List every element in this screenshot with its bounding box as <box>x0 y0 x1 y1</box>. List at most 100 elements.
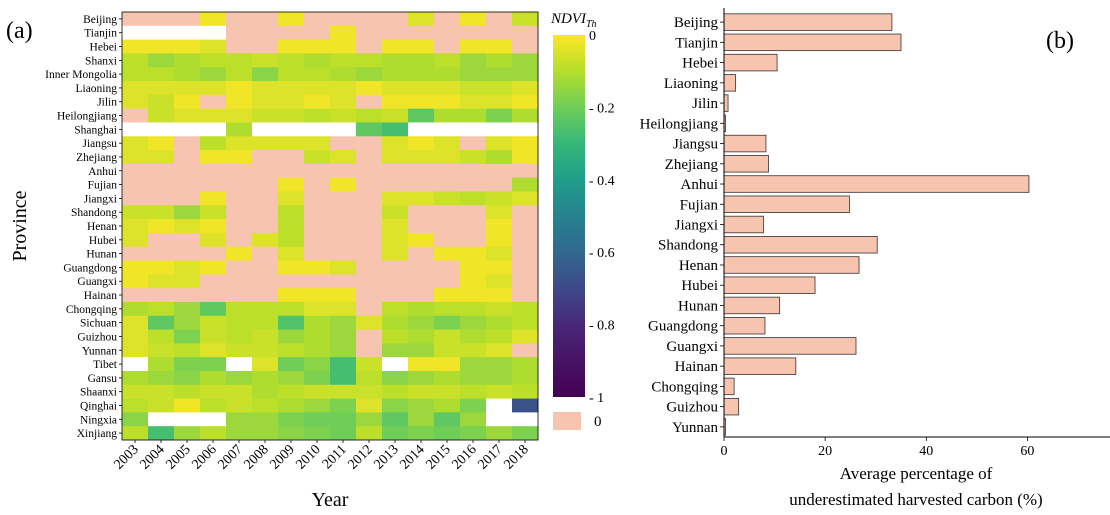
heatmap-y-tick-label: Guangdong <box>63 262 117 274</box>
heatmap-cell <box>486 274 513 289</box>
heatmap-cell <box>226 329 253 344</box>
panel-a-label: (a) <box>6 18 33 44</box>
heatmap-cell <box>148 260 175 275</box>
heatmap-cell <box>278 94 305 109</box>
heatmap-cell <box>356 232 383 248</box>
heatmap-cell <box>330 150 357 165</box>
heatmap-cell <box>148 53 175 68</box>
heatmap-cell <box>512 163 539 178</box>
heatmap-cell <box>434 370 461 386</box>
heatmap-cell <box>356 122 383 137</box>
heatmap-x-tick-label: 2010 <box>293 442 323 472</box>
heatmap-cell <box>382 53 409 68</box>
heatmap-cell <box>408 163 435 178</box>
heatmap-cell <box>174 150 201 165</box>
heatmap-y-tick-label: Anhui <box>88 166 117 178</box>
heatmap-x-tick-label: 2016 <box>449 442 479 472</box>
heatmap-cell <box>122 274 149 289</box>
heatmap-cell <box>252 136 279 151</box>
heatmap-cell <box>434 260 461 275</box>
bar <box>723 316 766 335</box>
heatmap-cell <box>356 370 383 386</box>
heatmap-cell <box>304 177 331 192</box>
heatmap-cell <box>122 108 149 123</box>
heatmap-cell <box>200 94 227 109</box>
heatmap-cell <box>252 94 279 109</box>
bar <box>723 33 902 52</box>
heatmap-cell <box>434 357 461 372</box>
heatmap-cell <box>330 53 357 68</box>
heatmap-cell <box>122 301 149 317</box>
heatmap-cell <box>226 81 253 96</box>
heatmap-cell <box>122 191 149 206</box>
bar-x-axis-title-line2: underestimated harvested carbon (%) <box>789 490 1042 509</box>
heatmap-cell <box>460 426 487 441</box>
heatmap-cell <box>408 426 435 441</box>
heatmap-cell <box>122 163 149 178</box>
heatmap-cell <box>148 329 175 344</box>
heatmap-y-tick-label: Shanghai <box>74 124 117 136</box>
heatmap-cell <box>382 426 409 441</box>
heatmap-cell <box>512 53 539 68</box>
heatmap-cell <box>226 12 253 27</box>
heatmap-cell <box>278 191 305 206</box>
heatmap-y-tick-label: Tibet <box>93 359 118 371</box>
heatmap-cell <box>434 288 461 303</box>
heatmap-cell <box>408 357 435 372</box>
heatmap-cell <box>226 384 253 399</box>
heatmap-cell <box>200 412 227 427</box>
heatmap-cell <box>512 301 539 317</box>
bar-category-label: Zhejiang <box>665 157 719 173</box>
heatmap-cell <box>252 274 279 289</box>
heatmap-x-tick-label: 2015 <box>423 442 453 472</box>
heatmap-y-tick-label: Hunan <box>86 249 117 261</box>
bar-category-label: Heilongjiang <box>640 116 719 132</box>
heatmap-cell <box>434 108 461 123</box>
heatmap-cell <box>356 205 383 220</box>
heatmap-cell <box>434 315 461 330</box>
heatmap-cell <box>356 25 383 40</box>
heatmap-cell <box>200 246 227 261</box>
heatmap-cell <box>148 25 175 40</box>
heatmap-cell <box>252 315 279 330</box>
heatmap-cell <box>486 260 513 275</box>
heatmap-cell <box>356 108 383 123</box>
heatmap-cell <box>226 232 253 248</box>
heatmap-y-tick-label: Ningxia <box>80 414 117 426</box>
heatmap-y-tick-label: Xinjiang <box>77 428 117 440</box>
heatmap-cell <box>278 398 305 413</box>
heatmap-cell <box>434 25 461 40</box>
heatmap-cell <box>408 398 435 413</box>
heatmap-cell <box>122 150 149 165</box>
heatmap-x-tick-label: 2006 <box>189 442 219 472</box>
heatmap-cell <box>512 260 539 275</box>
heatmap-cell <box>174 384 201 399</box>
heatmap-cell <box>252 398 279 413</box>
heatmap-cell <box>278 205 305 220</box>
heatmap-cell <box>512 384 539 399</box>
heatmap-cell <box>148 343 175 358</box>
heatmap-cell <box>278 246 305 261</box>
heatmap-cell <box>330 205 357 220</box>
heatmap-cell <box>304 246 331 261</box>
heatmap-cell <box>434 81 461 96</box>
heatmap-cell <box>174 412 201 427</box>
heatmap-x-tick-label: 2004 <box>137 442 167 472</box>
heatmap-cell <box>226 219 253 234</box>
heatmap-cell <box>122 205 149 220</box>
heatmap-cell <box>148 246 175 261</box>
heatmap-cell <box>122 246 149 261</box>
heatmap-cell <box>200 232 227 248</box>
heatmap-cell <box>278 412 305 427</box>
heatmap-cell <box>252 288 279 303</box>
heatmap-cell <box>460 191 487 206</box>
heatmap-cell <box>408 39 435 54</box>
bar <box>723 53 778 72</box>
heatmap-cell <box>226 412 253 427</box>
bar <box>723 74 737 92</box>
bar-category-label: Hunan <box>678 298 718 314</box>
bar <box>723 175 1030 193</box>
heatmap-cell <box>460 301 487 317</box>
heatmap-cell <box>460 232 487 248</box>
heatmap-cell <box>278 315 305 330</box>
